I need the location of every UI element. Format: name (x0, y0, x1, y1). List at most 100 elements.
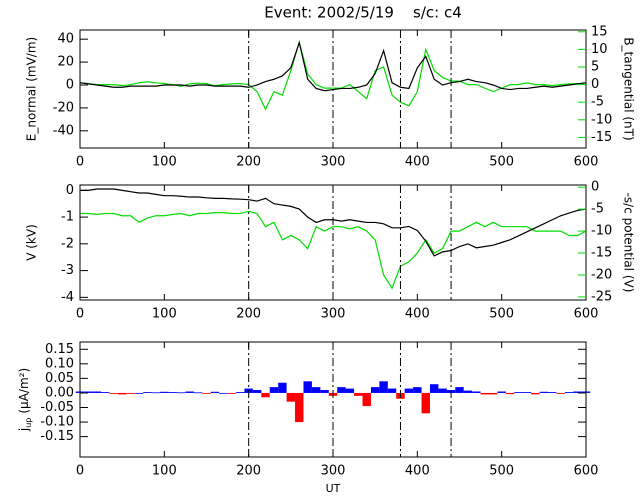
current-bar (286, 392, 296, 402)
x-tick-label: 400 (405, 307, 430, 322)
y-tick-label: -4 (61, 290, 74, 305)
y-tick-label: -2 (61, 236, 74, 251)
x-tick-label: 300 (321, 307, 346, 322)
x-tick-label: 300 (321, 155, 346, 170)
current-bar (311, 387, 321, 393)
current-bar (455, 387, 464, 393)
x-tick-label: 0 (76, 307, 84, 322)
y2-tick-label: -15 (591, 246, 612, 261)
y-axis-label: E_normal (mV/m) (25, 37, 39, 141)
x-tick-label: 600 (574, 464, 599, 479)
current-bar (143, 392, 152, 393)
current-bar (480, 392, 490, 395)
y2-tick-label: -5 (591, 95, 604, 110)
y-tick-label: -0.10 (40, 415, 74, 430)
x-tick-label: 100 (152, 155, 177, 170)
current-bar (489, 392, 498, 395)
y-tick-label: 20 (57, 55, 74, 70)
current-bar (505, 392, 515, 395)
current-bar (236, 392, 245, 393)
current-bar (160, 391, 169, 393)
current-bar (370, 387, 380, 393)
y2-axis-label: -s/c potential (V) (622, 193, 636, 293)
y-tick-label: -40 (53, 123, 74, 138)
current-bar (379, 381, 388, 393)
current-bar (531, 392, 540, 395)
x-tick-label: 500 (489, 464, 514, 479)
x-tick-label: 100 (152, 464, 177, 479)
current-bar (337, 387, 346, 393)
current-bar (227, 392, 237, 394)
y-tick-label: -3 (61, 263, 74, 278)
y-tick-label: 40 (57, 32, 74, 47)
x-tick-label: 200 (236, 464, 261, 479)
x-tick-label: 400 (405, 155, 430, 170)
current-bar (362, 392, 371, 407)
y-tick-label: 0 (66, 77, 74, 92)
current-bar (176, 392, 186, 394)
current-bar (185, 391, 194, 393)
current-bar (556, 392, 565, 394)
current-bar (354, 392, 363, 396)
current-bar (92, 391, 102, 393)
x-tick-label: 500 (489, 155, 514, 170)
current-bar (497, 391, 506, 393)
current-bar (269, 387, 279, 393)
x-axis-label: UT (326, 482, 341, 495)
x-tick-label: 200 (236, 307, 261, 322)
current-bar (429, 384, 439, 393)
x-tick-label: 400 (405, 464, 430, 479)
y-tick-label: -0.05 (40, 400, 74, 415)
current-bar (573, 391, 582, 393)
current-bar (134, 392, 144, 394)
current-bar (421, 392, 430, 414)
current-bar (548, 392, 557, 393)
current-bar (109, 392, 118, 394)
y2-tick-label: -25 (591, 289, 612, 304)
current-bar (295, 392, 304, 423)
x-tick-label: 0 (76, 155, 84, 170)
y-tick-label: -20 (53, 100, 74, 115)
y2-tick-label: 15 (591, 24, 608, 39)
chart-title: Event: 2002/5/19 s/c: c4 (264, 4, 462, 22)
current-bar (514, 392, 523, 393)
current-bar (387, 388, 397, 393)
y-tick-label: -1 (61, 210, 74, 225)
current-bar (303, 381, 312, 393)
y-label-main: j (17, 428, 31, 432)
current-bar (278, 382, 287, 393)
y-tick-label: 0.00 (45, 385, 74, 400)
y2-tick-label: -20 (591, 267, 612, 282)
current-bar (252, 390, 262, 393)
current-bar (84, 391, 93, 393)
current-bar (193, 392, 203, 394)
y2-tick-label: 10 (591, 42, 608, 57)
current-bar (564, 392, 574, 393)
current-bar (151, 392, 161, 394)
y2-tick-label: -10 (591, 112, 612, 127)
y-tick-label: 0.10 (45, 356, 74, 371)
current-bar (202, 392, 211, 394)
current-bar (463, 390, 473, 393)
y2-tick-label: 0 (591, 180, 599, 195)
y2-tick-label: -10 (591, 224, 612, 239)
current-bar (101, 392, 110, 393)
y-axis-label: V (kV) (25, 224, 39, 261)
x-tick-label: 100 (152, 307, 177, 322)
current-bar (168, 392, 177, 393)
y-tick-label: 0.15 (45, 342, 74, 357)
x-tick-label: 600 (574, 155, 599, 170)
y2-tick-label: 5 (591, 59, 599, 74)
current-bar (219, 392, 228, 394)
x-tick-label: 500 (489, 307, 514, 322)
data-line (80, 210, 587, 290)
x-tick-label: 200 (236, 155, 261, 170)
current-bar (522, 392, 532, 393)
y-axis-label: jup (μA/m²) (17, 368, 33, 432)
current-bar (539, 391, 549, 393)
y2-tick-label: 0 (591, 77, 599, 92)
current-bar (210, 391, 220, 393)
y2-tick-label: -15 (591, 130, 612, 145)
current-bar (472, 391, 481, 393)
